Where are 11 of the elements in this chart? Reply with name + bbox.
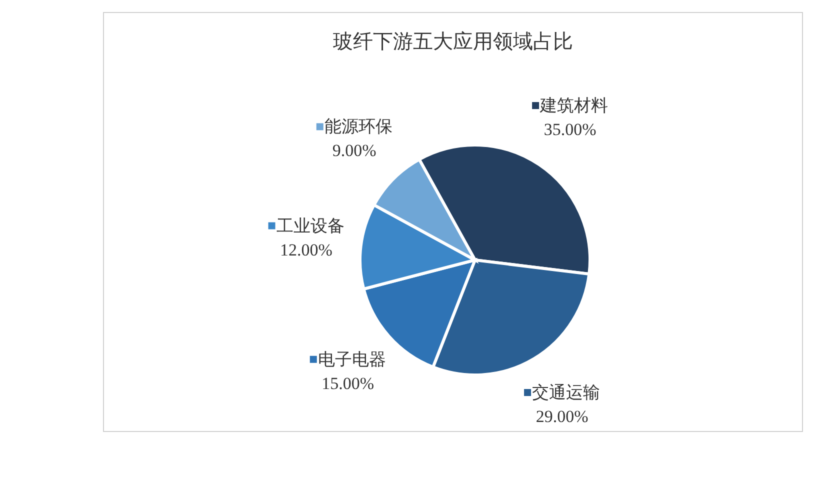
data-label: 12.00% [280, 240, 332, 260]
legend-label: 能源环保 [324, 117, 392, 138]
legend-label: 建筑材料 [539, 96, 608, 116]
chart-title: 玻纤下游五大应用领域占比 [332, 28, 574, 55]
data-label: 35.00% [544, 120, 596, 140]
data-label: 9.00% [332, 141, 376, 160]
legend-label: 交通运输 [532, 383, 600, 404]
data-label: 29.00% [536, 407, 588, 426]
legend-label: 电子电器 [318, 350, 386, 370]
data-label: 15.00% [322, 374, 374, 393]
legend-label: 工业设备 [276, 216, 344, 236]
